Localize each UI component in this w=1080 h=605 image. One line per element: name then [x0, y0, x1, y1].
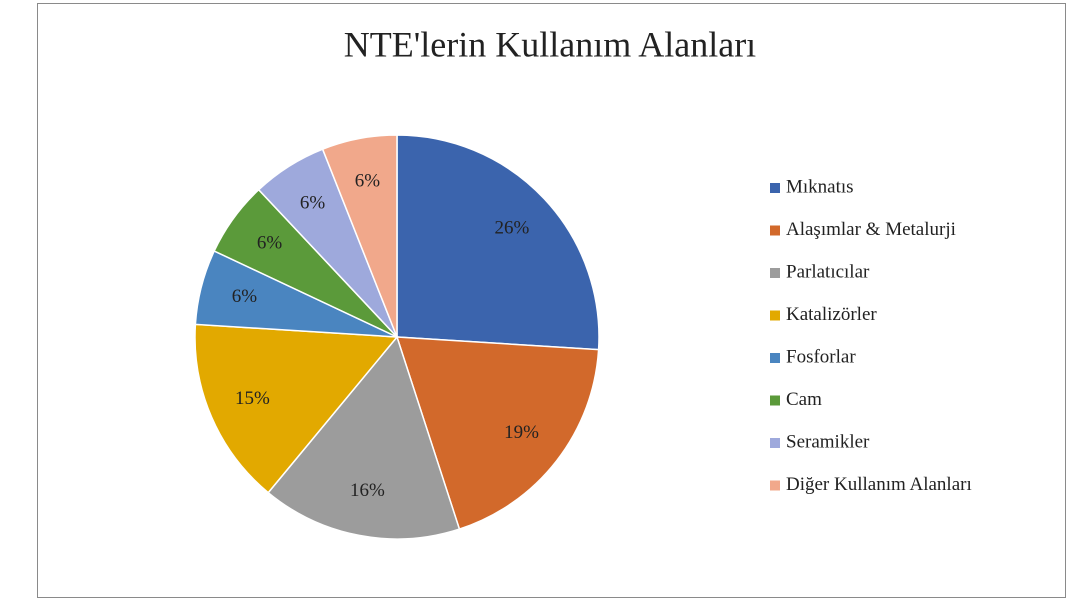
data-label: 15% — [235, 388, 270, 409]
legend-swatch — [770, 480, 780, 491]
legend-label: Parlatıcılar — [786, 261, 870, 282]
legend-label: Seramikler — [786, 431, 870, 452]
data-label: 6% — [257, 233, 283, 254]
legend-label: Fosforlar — [786, 346, 856, 367]
legend-swatch — [770, 438, 780, 448]
pie-slice — [267, 335, 461, 540]
legend-label: Katalizörler — [786, 304, 877, 325]
chart-title: NTE'lerin Kullanım Alanları — [344, 24, 756, 64]
legend-label: Mıknatıs — [786, 176, 854, 197]
pie-slice — [395, 336, 600, 531]
pie-slice — [396, 134, 600, 351]
legend-label: Alaşımlar & Metalurji — [786, 219, 956, 240]
legend-swatch — [770, 225, 780, 236]
data-label: 6% — [232, 286, 258, 307]
data-label: 26% — [494, 218, 529, 239]
legend-swatch — [770, 395, 780, 406]
data-label: 16% — [350, 480, 385, 501]
legend-swatch — [770, 268, 780, 278]
data-label: 19% — [504, 422, 539, 443]
pie-slice — [321, 134, 398, 338]
legend-label: Diğer Kullanım Alanları — [786, 474, 972, 495]
pie-slice — [194, 323, 399, 494]
legend-swatch — [770, 183, 780, 193]
legend-swatch — [770, 353, 780, 363]
legend-label: Cam — [786, 389, 822, 410]
legend-swatch — [770, 310, 780, 321]
data-label: 6% — [300, 192, 326, 213]
data-label: 6% — [355, 171, 381, 192]
